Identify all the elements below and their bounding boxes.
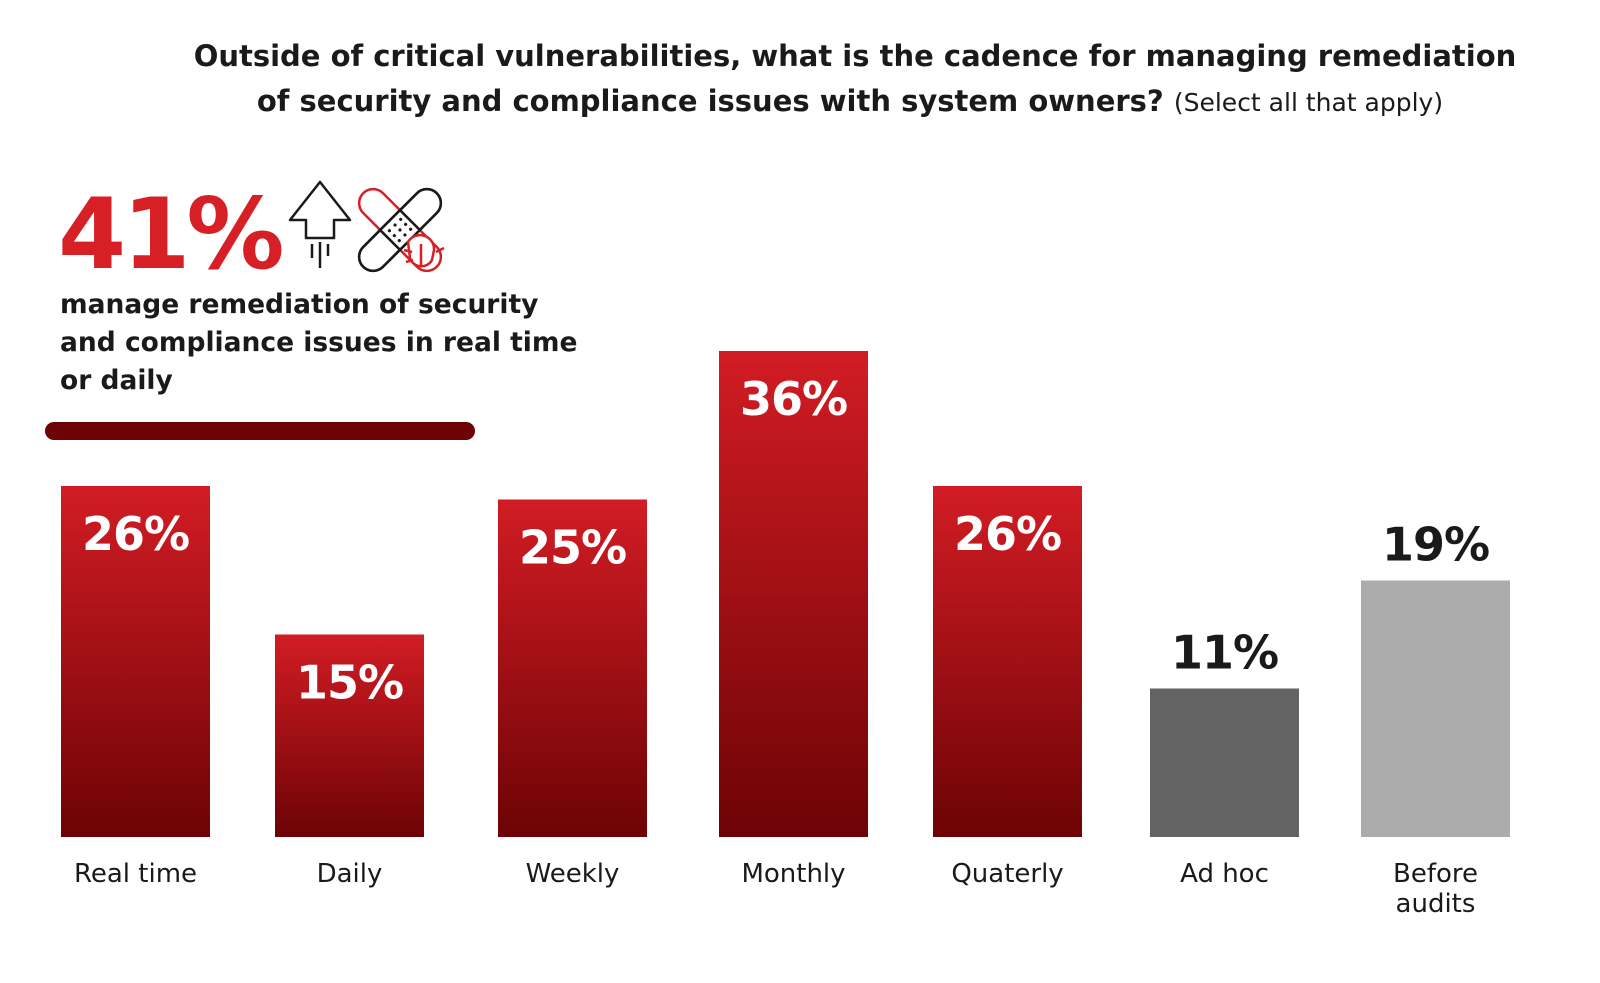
bug-icon: [403, 233, 445, 268]
category-label: Real time: [74, 859, 197, 889]
title-line-1: Outside of critical vulnerabilities, wha…: [193, 39, 1517, 73]
chart-title: Outside of critical vulnerabilities, wha…: [0, 34, 1600, 125]
bar-value-label: 36%: [740, 372, 847, 426]
bar-value-label: 26%: [82, 507, 189, 561]
bar-value-label: 26%: [954, 507, 1061, 561]
arrow-up-icon: [288, 180, 352, 268]
bar-real-time: [61, 486, 210, 837]
category-label: Monthly: [741, 859, 845, 889]
bar-weekly: [498, 499, 647, 837]
bar-value-label: 11%: [1171, 626, 1278, 680]
category-label: Quaterly: [951, 859, 1063, 889]
title-note: (Select all that apply): [1173, 88, 1444, 117]
category-label: Ad hoc: [1180, 859, 1269, 889]
bar-before-audits: [1361, 580, 1510, 837]
callout-value: 41%: [58, 178, 285, 292]
callout-text: manage remediation of security and compl…: [60, 289, 578, 396]
category-label: Daily: [317, 859, 383, 889]
category-label: Before audits: [1393, 859, 1478, 919]
bar-monthly: [719, 351, 868, 837]
bar-ad-hoc: [1150, 688, 1299, 837]
bar-value-label: 15%: [296, 656, 403, 710]
bar-daily: [275, 634, 424, 837]
title-question: of security and compliance issues with s…: [256, 84, 1164, 118]
title-line-2: of security and compliance issues with s…: [0, 79, 1600, 125]
bar-value-label: 25%: [519, 521, 626, 575]
callout-divider: [45, 422, 475, 440]
bar-quaterly: [933, 486, 1082, 837]
category-label: Weekly: [526, 859, 620, 889]
callout-illustration: [288, 180, 445, 273]
bar-value-label: 19%: [1382, 518, 1489, 572]
